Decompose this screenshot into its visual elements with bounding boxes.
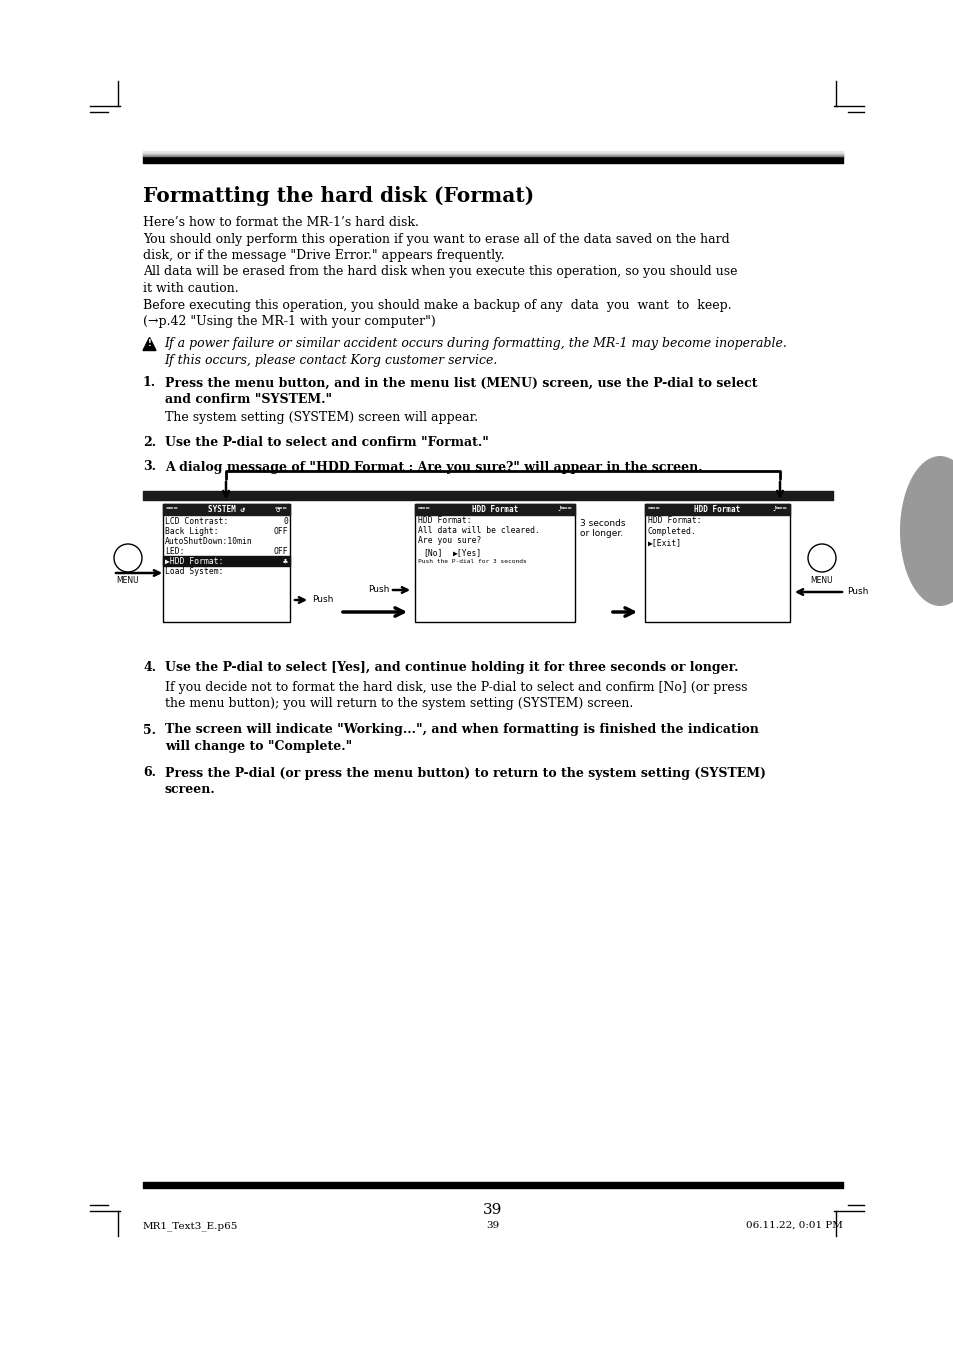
Text: You should only perform this operation if you want to erase all of the data save: You should only perform this operation i… <box>143 232 729 246</box>
Text: Push: Push <box>368 585 390 594</box>
Text: ▶[Yes]: ▶[Yes] <box>453 549 482 557</box>
Text: If this occurs, please contact Korg customer service.: If this occurs, please contact Korg cust… <box>164 354 497 367</box>
Text: All data will be erased from the hard disk when you execute this operation, so y: All data will be erased from the hard di… <box>143 266 737 278</box>
Text: ♣: ♣ <box>283 557 288 566</box>
Text: Completed.: Completed. <box>647 527 696 536</box>
Text: screen.: screen. <box>165 784 215 796</box>
Text: 4.: 4. <box>143 661 156 674</box>
Text: the menu button); you will return to the system setting (SYSTEM) screen.: the menu button); you will return to the… <box>165 697 633 711</box>
Text: ↺: ↺ <box>275 505 280 515</box>
Text: 5.: 5. <box>143 724 156 736</box>
Text: [No]: [No] <box>422 549 442 557</box>
Text: 3 seconds: 3 seconds <box>579 519 625 528</box>
Text: and confirm "SYSTEM.": and confirm "SYSTEM." <box>165 393 332 407</box>
Text: or longer.: or longer. <box>579 530 622 538</box>
Text: ▶[Exit]: ▶[Exit] <box>647 538 681 547</box>
Text: ===: === <box>558 505 572 512</box>
Text: If you decide not to format the hard disk, use the P-dial to select and confirm : If you decide not to format the hard dis… <box>165 681 747 693</box>
Circle shape <box>807 544 835 571</box>
Text: The system setting (SYSTEM) screen will appear.: The system setting (SYSTEM) screen will … <box>165 412 477 424</box>
Text: LCD Contrast:: LCD Contrast: <box>165 516 228 526</box>
Text: ===: === <box>417 505 431 512</box>
Text: 39: 39 <box>483 1202 502 1217</box>
Text: Push: Push <box>846 586 867 596</box>
Text: !: ! <box>148 339 152 349</box>
Text: A dialog message of "HDD Format : Are you sure?" will appear in the screen.: A dialog message of "HDD Format : Are yo… <box>165 461 702 473</box>
Text: disk, or if the message "Drive Error." appears frequently.: disk, or if the message "Drive Error." a… <box>143 249 504 262</box>
Text: All data will be cleared.: All data will be cleared. <box>417 526 539 535</box>
Text: Push: Push <box>312 594 333 604</box>
Text: ===: === <box>274 505 287 512</box>
Text: OFF: OFF <box>274 527 288 535</box>
Text: ===: === <box>647 505 660 512</box>
Text: ▶HDD Format:: ▶HDD Format: <box>165 557 223 566</box>
Text: HDD Format:: HDD Format: <box>417 516 471 526</box>
Text: it with caution.: it with caution. <box>143 282 238 295</box>
Circle shape <box>113 544 142 571</box>
Text: Before executing this operation, you should make a backup of any  data  you  wan: Before executing this operation, you sho… <box>143 299 731 312</box>
Text: Formatting the hard disk (Format): Formatting the hard disk (Format) <box>143 186 534 205</box>
Text: ===: === <box>166 505 178 512</box>
Text: Back Light:: Back Light: <box>165 527 218 535</box>
Text: MENU: MENU <box>810 576 832 585</box>
Text: HDD Format: HDD Format <box>694 505 740 515</box>
Text: Use the P-dial to select [Yes], and continue holding it for three seconds or lon: Use the P-dial to select [Yes], and cont… <box>165 661 738 674</box>
Bar <box>163 504 290 621</box>
Text: HDD Format:: HDD Format: <box>647 516 700 526</box>
Text: MR1_Text3_E.p65: MR1_Text3_E.p65 <box>143 1221 238 1231</box>
Text: 39: 39 <box>486 1221 499 1229</box>
Text: 1.: 1. <box>143 377 156 389</box>
Text: Press the P-dial (or press the menu button) to return to the system setting (SYS: Press the P-dial (or press the menu butt… <box>165 766 765 780</box>
Text: ♪: ♪ <box>557 505 561 512</box>
Text: Push the P-dial for 3 seconds: Push the P-dial for 3 seconds <box>417 559 526 563</box>
Text: LED:: LED: <box>165 547 184 555</box>
Text: ===: === <box>774 505 786 512</box>
Text: Press the menu button, and in the menu list (MENU) screen, use the P-dial to sel: Press the menu button, and in the menu l… <box>165 377 757 389</box>
Text: Here’s how to format the MR-1’s hard disk.: Here’s how to format the MR-1’s hard dis… <box>143 216 418 230</box>
Text: Are you sure?: Are you sure? <box>417 536 481 544</box>
Bar <box>644 504 789 621</box>
Text: will change to "Complete.": will change to "Complete." <box>165 740 352 753</box>
Text: SYSTEM ↺: SYSTEM ↺ <box>208 505 245 515</box>
Text: HDD Format: HDD Format <box>472 505 517 515</box>
Text: 06.11.22, 0:01 PM: 06.11.22, 0:01 PM <box>745 1221 842 1229</box>
Text: Load System:: Load System: <box>165 566 223 576</box>
Text: ♪: ♪ <box>771 505 776 512</box>
Text: The screen will indicate "Working...", and when formatting is finished the indic: The screen will indicate "Working...", a… <box>165 724 758 736</box>
Text: (→p.42 "Using the MR-1 with your computer"): (→p.42 "Using the MR-1 with your compute… <box>143 315 436 328</box>
Text: AutoShutDown:10min: AutoShutDown:10min <box>165 536 253 546</box>
Ellipse shape <box>899 457 953 607</box>
Text: OFF: OFF <box>274 547 288 555</box>
Text: Use the P-dial to select and confirm "Format.": Use the P-dial to select and confirm "Fo… <box>165 436 488 449</box>
Bar <box>415 504 575 621</box>
Text: MENU: MENU <box>116 576 139 585</box>
Text: 2.: 2. <box>143 436 156 449</box>
Text: 3.: 3. <box>143 461 156 473</box>
Polygon shape <box>143 338 156 350</box>
Text: If a power failure or similar accident occurs during formatting, the MR-1 may be: If a power failure or similar accident o… <box>164 338 786 350</box>
Text: 0: 0 <box>283 516 288 526</box>
Text: 6.: 6. <box>143 766 156 780</box>
